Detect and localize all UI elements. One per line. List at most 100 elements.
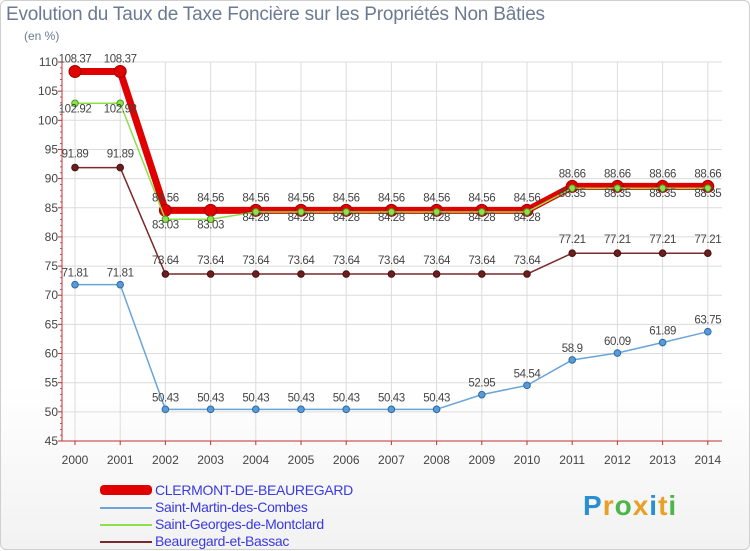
logo-letter: i (649, 490, 659, 521)
data-point-saint-georges (297, 208, 305, 216)
data-label-saint-georges: 84.28 (468, 212, 495, 224)
data-point-saint-georges (387, 208, 396, 216)
data-label-beauregard: 77.21 (604, 234, 631, 246)
legend-label-beauregard: Beauregard-et-Bassac (155, 533, 290, 549)
data-label-saint-martin: 61.89 (649, 326, 676, 338)
data-label-saint-martin: 50.43 (423, 392, 450, 404)
y-tick-label-55: 55 (45, 376, 59, 390)
data-label-clermont: 108.37 (104, 54, 137, 66)
data-point-saint-georges (704, 184, 712, 193)
y-tick-label-60: 60 (45, 347, 59, 361)
data-label-saint-georges: 84.28 (378, 212, 405, 224)
data-label-clermont: 84.56 (288, 192, 315, 204)
legend: CLERMONT-DE-BEAUREGARD Saint-Martin-des-… (100, 482, 420, 551)
logo-letter: t (658, 490, 669, 521)
data-label-saint-georges: 84.28 (423, 212, 450, 224)
data-point-saint-georges (161, 215, 170, 224)
grid-layer (62, 61, 722, 442)
data-point-saint-georges (432, 208, 441, 216)
logo-letter: i (668, 490, 678, 521)
x-tick-label-2002: 2002 (152, 453, 179, 467)
x-tick-label-2008: 2008 (423, 453, 450, 467)
legend-swatch-beauregard (100, 541, 152, 543)
data-point-beauregard (658, 249, 667, 257)
data-point-saint-georges (658, 184, 667, 193)
y-tick-label-100: 100 (38, 113, 58, 127)
logo-letter: o (614, 490, 633, 521)
data-point-beauregard (478, 270, 486, 278)
data-point-clermont (113, 65, 127, 79)
proxiti-logo: Proxiti (583, 490, 677, 522)
data-point-saint-martin (523, 381, 531, 390)
data-point-beauregard (206, 270, 215, 278)
logo-letter: P (583, 490, 603, 521)
data-label-saint-georges: 88.35 (604, 188, 631, 200)
data-point-beauregard (568, 249, 577, 257)
data-label-clermont: 88.66 (604, 168, 631, 180)
data-label-saint-georges: 102.92 (104, 103, 137, 115)
legend-item-saint-martin[interactable]: Saint-Martin-des-Combes (100, 499, 420, 517)
data-point-saint-martin (613, 349, 622, 357)
y-tick-label-45: 45 (45, 434, 59, 448)
data-label-clermont: 88.66 (559, 168, 586, 180)
y-tick-label-105: 105 (38, 84, 58, 98)
y-tick-label-85: 85 (45, 201, 59, 215)
data-label-saint-martin: 50.43 (152, 392, 179, 404)
data-point-saint-georges (523, 208, 531, 216)
data-label-saint-martin: 50.43 (288, 392, 315, 404)
data-label-saint-martin: 52.95 (468, 378, 495, 390)
legend-item-beauregard[interactable]: Beauregard-et-Bassac (100, 533, 420, 551)
data-point-beauregard (71, 163, 79, 172)
data-label-saint-martin: 54.54 (514, 368, 542, 380)
data-point-clermont (68, 65, 82, 79)
data-label-clermont: 108.37 (59, 54, 92, 66)
y-tick-label-50: 50 (45, 405, 59, 419)
y-tick-label-95: 95 (45, 142, 59, 156)
legend-item-saint-georges[interactable]: Saint-Georges-de-Montclard (100, 516, 420, 534)
data-point-saint-georges (116, 99, 124, 108)
data-label-beauregard: 73.64 (242, 255, 270, 267)
data-point-saint-martin (342, 405, 351, 414)
data-label-saint-georges: 83.03 (152, 219, 179, 231)
axis-layer: 45 50 55 60 65 70 75 80 85 90 95 100 105 110 2000 2001 2… (38, 55, 722, 467)
data-point-saint-martin (478, 390, 486, 399)
x-tick-label-2012: 2012 (604, 453, 631, 467)
data-point-saint-martin (387, 405, 396, 414)
data-label-clermont: 84.56 (468, 192, 495, 204)
x-tick-label-2010: 2010 (514, 453, 541, 467)
data-point-saint-georges (206, 215, 215, 224)
x-tick-label-2003: 2003 (197, 453, 224, 467)
data-point-clermont (204, 203, 218, 217)
data-point-saint-georges (568, 184, 577, 193)
x-tick-label-2004: 2004 (242, 453, 269, 467)
data-point-beauregard (387, 270, 396, 278)
y-tick-label-110: 110 (39, 55, 58, 69)
series-layer (68, 65, 715, 414)
x-tick-label-2001: 2001 (107, 453, 134, 467)
data-label-beauregard: 73.64 (197, 255, 225, 267)
data-point-saint-martin (116, 280, 124, 289)
data-label-clermont: 84.56 (514, 192, 541, 204)
legend-item-clermont[interactable]: CLERMONT-DE-BEAUREGARD (100, 482, 420, 500)
data-point-saint-martin (432, 405, 441, 414)
data-point-saint-martin (206, 405, 215, 414)
data-label-beauregard: 77.21 (694, 234, 721, 246)
data-label-beauregard: 91.89 (107, 149, 134, 161)
y-tick-label-75: 75 (45, 259, 59, 273)
data-point-saint-georges (613, 184, 622, 193)
data-label-saint-martin: 71.81 (107, 268, 134, 280)
y-tick-label-70: 70 (45, 288, 59, 302)
data-label-beauregard: 91.89 (62, 149, 89, 161)
legend-label-clermont: CLERMONT-DE-BEAUREGARD (155, 482, 353, 498)
data-point-saint-martin (71, 280, 79, 289)
data-label-clermont: 84.56 (378, 192, 405, 204)
data-label-saint-georges: 84.28 (333, 212, 360, 224)
data-point-saint-martin (704, 327, 712, 336)
data-point-saint-martin (161, 405, 170, 414)
legend-swatch-saint-martin (100, 507, 152, 509)
data-label-layer: 108.37 108.37 84.56 84.56 84.56 84.56 84.56 84.… (59, 54, 722, 405)
chart-title: Evolution du Taux de Taxe Foncière sur l… (6, 4, 545, 25)
x-tick-label-2013: 2013 (649, 453, 676, 467)
data-label-saint-martin: 50.43 (333, 392, 360, 404)
